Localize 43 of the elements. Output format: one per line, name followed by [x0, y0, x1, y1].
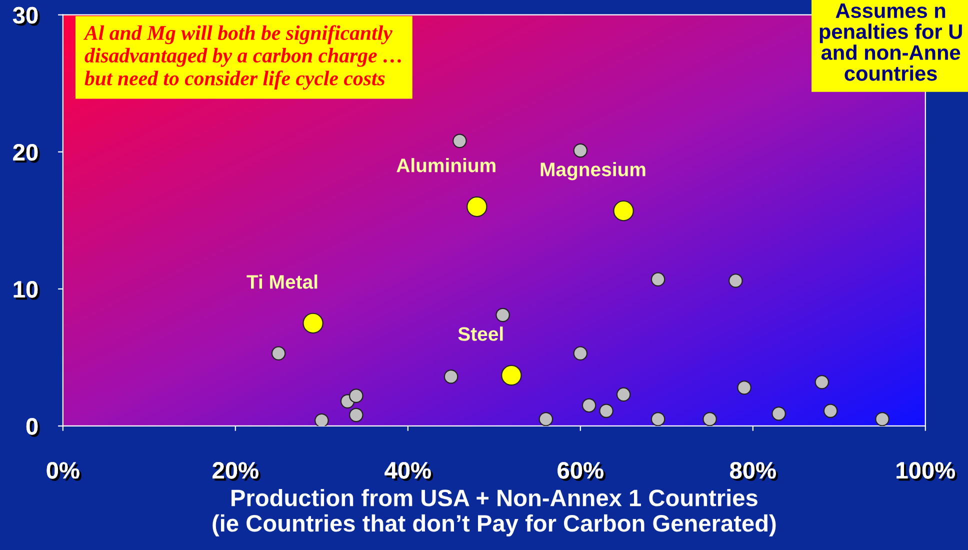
point	[466, 196, 488, 218]
point	[650, 272, 666, 286]
x-tick-label: 80%	[730, 462, 778, 481]
annotation: Magnesium	[540, 162, 646, 180]
point	[613, 200, 634, 222]
x-tick-label: 20%	[212, 462, 261, 481]
y-tick-label: 0	[26, 418, 40, 437]
annotation: Assumes n penalties for U and non-Anne countries	[820, 4, 962, 81]
point	[349, 408, 364, 422]
point	[599, 404, 614, 418]
point	[452, 134, 467, 148]
point	[302, 312, 324, 334]
x-tick-label: 60%	[558, 462, 606, 481]
x-tick-label: 40%	[384, 462, 434, 481]
point	[573, 346, 588, 360]
x-tick-label: 0%	[46, 462, 82, 481]
point	[444, 369, 458, 384]
point	[875, 412, 890, 426]
point	[650, 412, 666, 426]
point	[501, 364, 522, 386]
x-axis-title: Production from USA + Non-Annex 1 Countries (ie Countries that don’t Pay for Carbon Generated)	[212, 488, 776, 536]
y-tick-label: 30	[12, 6, 40, 26]
point	[271, 346, 286, 360]
annotation: Ti Metal	[246, 274, 318, 289]
y-tick-label: 10	[14, 281, 40, 300]
point	[772, 406, 786, 421]
point	[823, 404, 838, 418]
point	[616, 387, 631, 402]
point	[728, 274, 743, 288]
annotation: Al and Mg will both be significantly disadvantaged by a carbon charge … but need to consider life cycle costs	[83, 25, 401, 90]
y-tick-label: 20	[13, 144, 40, 163]
point	[349, 388, 364, 403]
point	[582, 398, 596, 413]
point	[314, 413, 329, 426]
point	[737, 380, 752, 395]
point	[496, 308, 510, 322]
point	[702, 412, 717, 426]
x-tick-label: 100%	[896, 462, 958, 481]
annotation: Steel	[458, 326, 503, 341]
point	[814, 374, 830, 390]
point	[573, 143, 588, 158]
point	[538, 412, 554, 426]
annotation: Aluminium	[396, 158, 496, 172]
